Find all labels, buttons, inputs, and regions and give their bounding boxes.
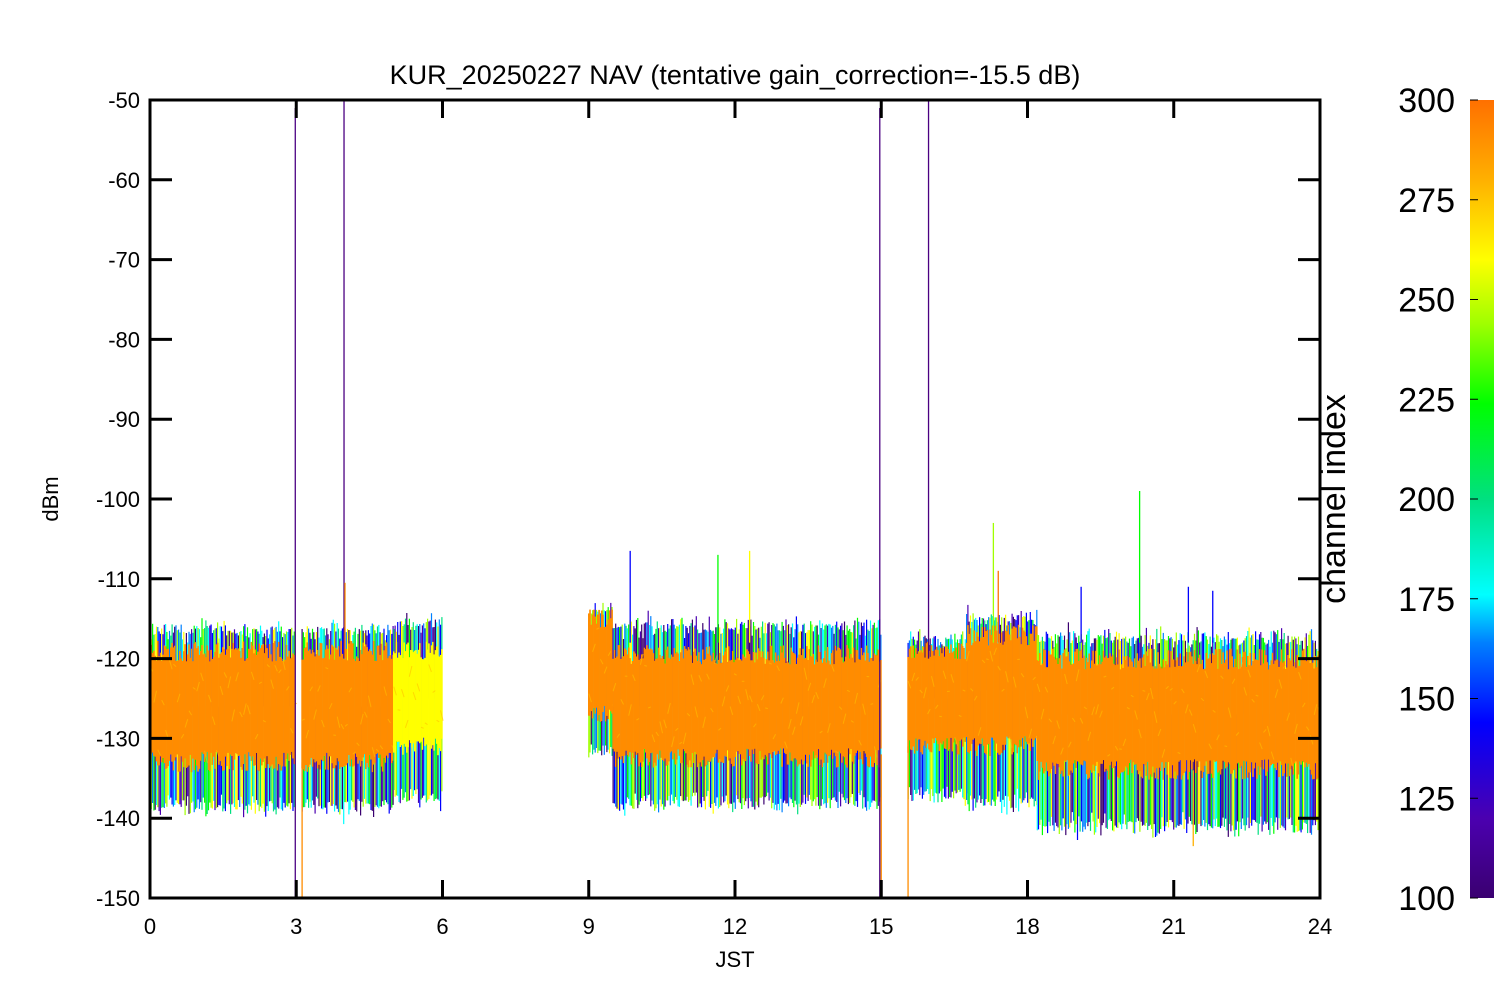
colorbar-tick-label: 275 bbox=[1398, 182, 1455, 220]
y-tick-label: -80 bbox=[108, 327, 140, 352]
x-tick-label: 9 bbox=[583, 914, 595, 939]
x-tick-label: 6 bbox=[436, 914, 448, 939]
x-tick-label: 24 bbox=[1308, 914, 1332, 939]
y-tick-label: -100 bbox=[96, 487, 140, 512]
data-segment bbox=[907, 629, 970, 806]
colorbar-tick-label: 125 bbox=[1398, 780, 1455, 818]
colorbar-tick-label: 100 bbox=[1398, 880, 1455, 918]
data-segment bbox=[965, 604, 1040, 815]
x-tick-label: 15 bbox=[869, 914, 893, 939]
colorbar-tick-label: 200 bbox=[1398, 481, 1455, 519]
x-tick-label: 3 bbox=[290, 914, 302, 939]
data-segment bbox=[301, 619, 395, 825]
chart-title: KUR_20250227 NAV (tentative gain_correct… bbox=[390, 60, 1081, 90]
plot-data bbox=[150, 100, 1320, 898]
data-segment bbox=[392, 613, 444, 812]
colorbar-ticks: 100 125 150 175 200 225 250 275 300 bbox=[1398, 82, 1478, 918]
x-tick-label: 21 bbox=[1162, 914, 1186, 939]
x-tick-label: 12 bbox=[723, 914, 747, 939]
x-tick-label: 0 bbox=[144, 914, 156, 939]
y-axis-label: dBm bbox=[38, 476, 63, 521]
y-axis: -50 -60 -70 -80 -90 -100 -110 -120 -130 -140 -150 bbox=[96, 88, 1320, 911]
y-tick-label: -130 bbox=[96, 726, 140, 751]
data-segment bbox=[587, 602, 615, 758]
y-tick-label: -120 bbox=[96, 647, 140, 672]
colorbar-tick-label: 225 bbox=[1398, 381, 1455, 419]
y-tick-label: -150 bbox=[96, 886, 140, 911]
y-tick-label: -110 bbox=[98, 567, 140, 592]
x-tick-label: 18 bbox=[1015, 914, 1039, 939]
colorbar-tick-label: 250 bbox=[1398, 282, 1455, 320]
x-axis: 0 3 6 9 12 15 18 21 24 bbox=[144, 100, 1332, 939]
data-segment bbox=[612, 610, 882, 816]
data-segment bbox=[1036, 622, 1320, 840]
y-tick-label: -50 bbox=[108, 88, 140, 113]
colorbar-label: channel index bbox=[1315, 394, 1353, 604]
y-tick-label: -70 bbox=[108, 248, 140, 273]
y-tick-label: -60 bbox=[108, 168, 140, 193]
x-axis-label: JST bbox=[715, 947, 754, 972]
y-tick-label: -90 bbox=[108, 407, 140, 432]
colorbar-tick-label: 300 bbox=[1398, 82, 1455, 120]
colorbar-tick-label: 175 bbox=[1398, 581, 1455, 619]
colorbar-tick-label: 150 bbox=[1398, 681, 1455, 719]
y-tick-label: -140 bbox=[96, 806, 140, 831]
data-segment bbox=[150, 618, 298, 818]
